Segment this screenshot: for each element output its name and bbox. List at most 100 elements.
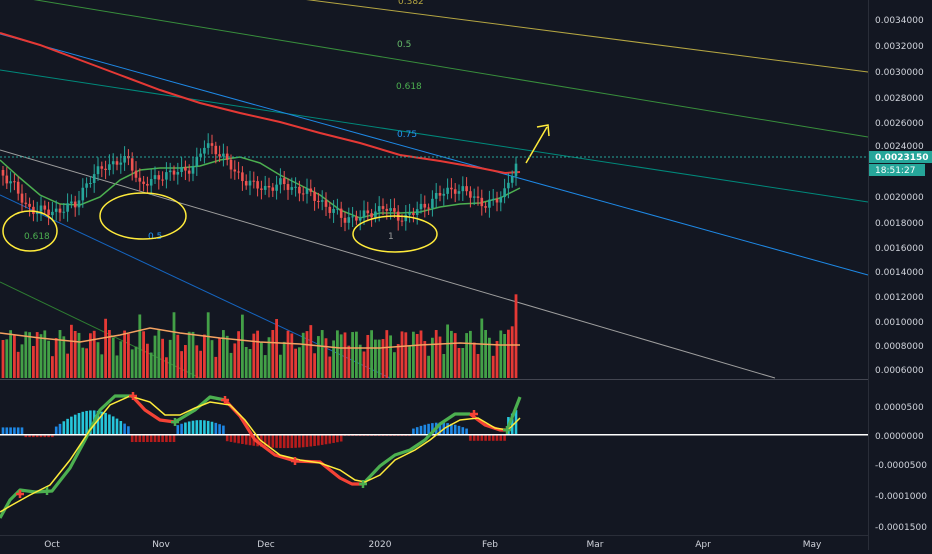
candle-body: [130, 158, 134, 171]
volume-bar: [149, 352, 153, 378]
volume-bar: [1, 340, 5, 378]
volume-bar: [355, 331, 358, 378]
volume-bar: [434, 330, 438, 378]
volume-bar: [89, 333, 92, 378]
volume-bar: [495, 341, 499, 378]
volume-bar: [43, 330, 47, 378]
candle-body: [153, 175, 157, 180]
oscillator-histogram-bar: [412, 428, 415, 435]
oscillator-histogram-bar: [111, 416, 115, 435]
oscillator-histogram-bar: [199, 420, 202, 435]
volume-bar: [317, 336, 320, 378]
oscillator-histogram-bar: [476, 434, 480, 441]
oscillator-histogram-bar: [195, 420, 199, 435]
oscillator-histogram-bar: [89, 410, 92, 435]
volume-bar: [81, 347, 85, 378]
volume-bar: [267, 337, 271, 378]
candle-body: [225, 153, 229, 160]
oscillator-histogram-bar: [39, 434, 43, 438]
oscillator-histogram-bar: [214, 422, 218, 435]
volume-bar: [127, 333, 130, 378]
oscillator-histogram-bar: [77, 413, 81, 435]
oscillator-histogram-bar: [35, 434, 39, 438]
candle-body: [168, 170, 172, 173]
oscillator-histogram-bar: [320, 434, 324, 445]
oscillator-histogram-bar: [472, 434, 476, 441]
oscillator-histogram-bar: [233, 434, 237, 443]
time-tick-label: Apr: [695, 540, 711, 550]
oscillator-histogram-bar: [324, 434, 328, 445]
candle-body: [138, 177, 142, 182]
oscillator-histogram-bar: [191, 420, 195, 435]
volume-bar: [457, 348, 461, 378]
volume-bar: [404, 332, 408, 378]
candle-body: [54, 208, 58, 212]
volume-bar: [366, 334, 370, 378]
volume-bar: [309, 325, 313, 378]
candle-body: [62, 211, 66, 213]
candle-body: [157, 175, 161, 180]
oscillator-histogram-bar: [134, 434, 138, 442]
candle-body: [351, 216, 354, 218]
oscillator-histogram-bar: [469, 434, 472, 441]
volume-bar: [419, 330, 423, 378]
candle-body: [431, 198, 434, 209]
volume-bar: [442, 354, 446, 378]
oscillator-histogram-bar: [271, 434, 275, 448]
volume-bar: [389, 335, 392, 378]
candle-body: [43, 205, 47, 210]
volume-bar: [336, 330, 339, 378]
oscillator-histogram-bar: [51, 434, 54, 438]
volume-bar: [339, 334, 343, 378]
oscillator-histogram-bar: [108, 414, 111, 435]
oscillator-histogram-bar: [305, 434, 309, 447]
oscillator-histogram-bar: [24, 434, 28, 438]
candle-body: [286, 184, 290, 190]
volume-bar: [412, 331, 415, 378]
annotation-circle: [99, 192, 187, 240]
candle-body: [161, 179, 164, 181]
candle-body: [146, 183, 149, 186]
volume-bar: [347, 345, 351, 378]
oscillator-histogram-bar: [123, 423, 126, 435]
annotation-circle: [2, 210, 58, 252]
volume-bar: [279, 354, 282, 378]
candle-body: [203, 147, 206, 154]
candle-body: [20, 193, 24, 203]
volume-bar: [119, 341, 123, 378]
volume-bar: [252, 333, 256, 378]
volume-bar: [480, 318, 484, 378]
last-price-label: 0.0023150: [875, 153, 929, 163]
candle-body: [377, 206, 381, 212]
candle-body: [73, 201, 77, 208]
oscillator-histogram-bar: [488, 434, 491, 441]
volume-bar: [199, 350, 202, 378]
volume-bar: [385, 330, 389, 378]
candle-body: [328, 206, 332, 213]
price-tick-label: 0.0024000: [875, 142, 924, 152]
volume-bar: [491, 355, 495, 378]
annotation-arrowhead: [536, 124, 550, 137]
volume-bar: [123, 330, 126, 378]
volume-bar: [142, 331, 145, 378]
candle-body: [24, 202, 28, 204]
volume-bar: [111, 337, 115, 378]
oscillator-signal-line: [0, 395, 521, 513]
oscillator-histogram-bar: [28, 434, 31, 438]
volume-bar: [210, 340, 214, 378]
candle-body: [282, 178, 286, 185]
candle-body: [16, 181, 20, 194]
oscillator-histogram-bar: [13, 427, 16, 435]
candle-body: [256, 181, 259, 189]
oscillator-histogram-bar: [66, 418, 69, 435]
candle-body: [438, 193, 442, 196]
candle-body: [419, 203, 423, 210]
fib-line-05: [33, 0, 869, 138]
oscillator-histogram-bar: [187, 421, 191, 435]
volume-bar: [260, 341, 263, 378]
oscillator-histogram-bar: [130, 434, 134, 442]
volume-bar: [450, 330, 453, 378]
candle-body: [374, 211, 377, 218]
